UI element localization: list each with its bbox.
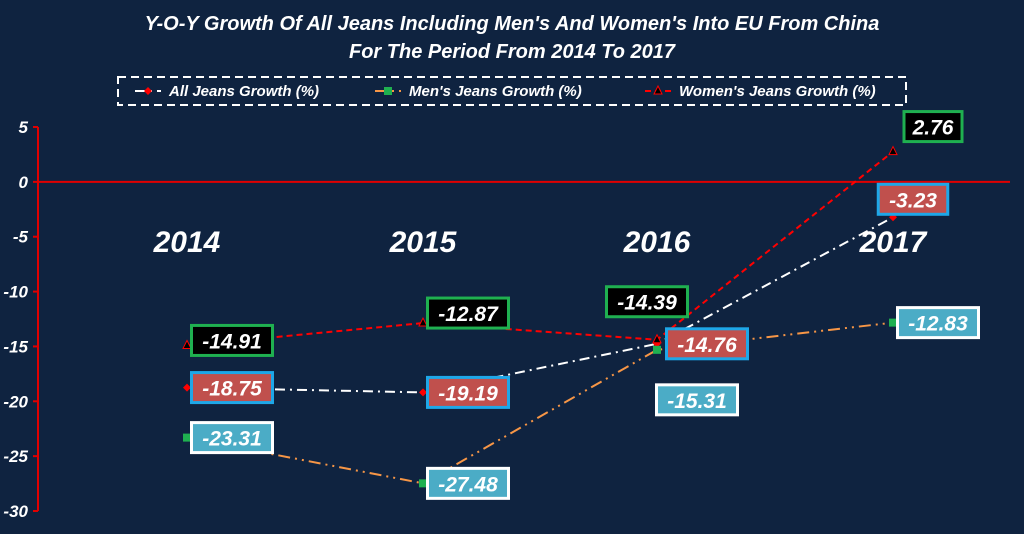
data-point-marker xyxy=(144,87,152,95)
data-label: -19.19 xyxy=(438,382,498,405)
y-tick-label: 0 xyxy=(19,173,29,192)
x-category-label: 2014 xyxy=(153,226,221,259)
data-point-marker xyxy=(888,145,898,156)
y-tick-label: -15 xyxy=(3,337,28,356)
series-2 xyxy=(182,145,898,349)
data-label-box xyxy=(655,383,739,417)
legend-entry: All Jeans Growth (%) xyxy=(168,83,319,100)
data-label-box xyxy=(605,285,689,319)
data-point-marker xyxy=(653,84,663,95)
y-tick-label: -5 xyxy=(13,228,29,247)
legend-entry: Men's Jeans Growth (%) xyxy=(409,83,582,100)
series-0 xyxy=(183,213,897,397)
data-point-marker xyxy=(418,316,428,327)
data-label: -18.75 xyxy=(202,378,262,401)
y-tick-label: -30 xyxy=(3,502,28,521)
data-label-box xyxy=(190,371,274,405)
data-label: -14.39 xyxy=(617,292,677,315)
data-labels: -18.75 -19.19 -14.76 -3.23 -23.31 -27.48 -15.3… xyxy=(190,110,980,500)
data-point-marker xyxy=(419,479,427,488)
y-tick-label: -20 xyxy=(3,392,28,411)
data-label-box xyxy=(902,110,964,144)
x-category-label: 2017 xyxy=(859,226,928,259)
data-label-box xyxy=(426,296,510,330)
data-label: -12.87 xyxy=(438,303,499,326)
x-category-label: 2015 xyxy=(389,226,458,259)
data-label-box xyxy=(190,323,274,357)
data-label: -3.23 xyxy=(889,189,937,212)
data-label-box xyxy=(190,421,274,455)
series-line xyxy=(186,216,894,394)
series-1 xyxy=(183,318,897,488)
data-label: -23.31 xyxy=(202,428,262,451)
data-point-marker xyxy=(183,433,191,442)
chart-title-line-1: Y-O-Y Growth Of All Jeans Including Men'… xyxy=(145,13,880,35)
data-label: -12.83 xyxy=(908,313,968,336)
data-point-marker xyxy=(182,339,192,349)
series-line xyxy=(186,321,894,485)
data-point-marker xyxy=(653,345,661,354)
y-tick-label: -10 xyxy=(3,283,28,302)
data-point-marker xyxy=(652,333,662,344)
data-label-box xyxy=(665,327,749,361)
series-line xyxy=(186,150,894,347)
data-label: -15.31 xyxy=(667,390,727,413)
x-category-label: 2016 xyxy=(623,226,691,259)
data-label-box xyxy=(876,182,950,216)
data-point-marker xyxy=(384,87,392,95)
y-tick-label: 5 xyxy=(19,118,29,137)
data-point-marker xyxy=(419,388,427,397)
legend-entry: Women's Jeans Growth (%) xyxy=(679,83,876,100)
data-label-box xyxy=(426,375,510,409)
data-label: -14.91 xyxy=(202,330,262,353)
legend-box xyxy=(117,76,907,106)
data-label: -14.76 xyxy=(677,334,737,357)
axes: 5 0 -5 -10 -15 -20 -25 -30 2014 2015 2016 2017 xyxy=(3,118,1010,521)
data-label-box xyxy=(426,466,510,500)
data-point-marker xyxy=(889,318,897,327)
data-label-box xyxy=(896,306,980,340)
chart-title-line-2: For The Period From 2014 To 2017 xyxy=(349,41,676,63)
data-point-marker xyxy=(183,383,191,392)
legend: All Jeans Growth (%) Men's Jeans Growth (… xyxy=(135,83,876,100)
data-label: -27.48 xyxy=(438,473,498,496)
data-label: 2.76 xyxy=(912,117,954,140)
y-tick-label: -25 xyxy=(3,447,28,466)
series-lines xyxy=(182,145,898,488)
